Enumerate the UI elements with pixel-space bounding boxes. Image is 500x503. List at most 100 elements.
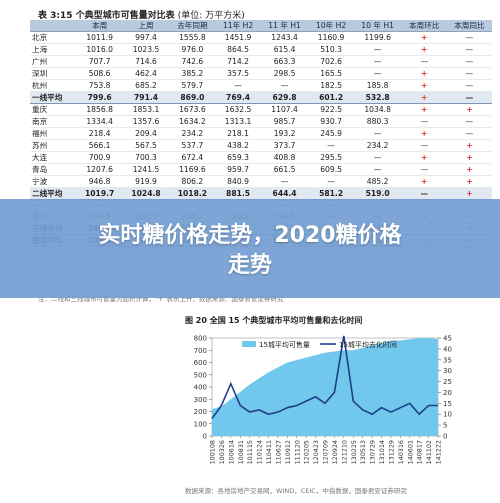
- value-cell: 880.3: [353, 115, 402, 128]
- value-cell: 922.5: [308, 103, 354, 116]
- value-cell: 629.8: [260, 91, 309, 104]
- value-cell: 1313.1: [215, 115, 261, 128]
- value-cell: 1019.7: [76, 187, 123, 200]
- table-summary-row: 一线平均 799.6 791.4 869.0 769.4 629.8 601.2 532.8 +…: [30, 91, 492, 104]
- value-cell: 1199.6: [353, 31, 402, 44]
- value-cell: 661.5: [260, 163, 309, 176]
- x-tick-label: 100614: [227, 440, 235, 464]
- table-header-cell: 本周同比: [446, 20, 492, 32]
- value-cell: 462.4: [122, 67, 170, 80]
- value-cell: 485.2: [353, 175, 402, 188]
- value-cell: 1107.4: [260, 103, 309, 116]
- value-cell: 295.5: [308, 151, 354, 164]
- y-left-tick-label: 400: [194, 384, 207, 392]
- table-header-cell: 本周环比: [401, 20, 447, 32]
- value-cell: 532.8: [353, 91, 402, 104]
- city-cell: 南京: [30, 115, 77, 128]
- table-header-cell: [30, 20, 77, 32]
- value-cell: 1357.6: [122, 115, 170, 128]
- value-cell: 685.2: [122, 79, 170, 92]
- city-cell: 一线平均: [30, 91, 77, 104]
- value-cell: —: [401, 187, 447, 200]
- table-unit: (单位: 万平方米): [177, 11, 245, 21]
- value-cell: 438.2: [215, 139, 261, 152]
- value-cell: 537.7: [169, 139, 216, 152]
- value-cell: 946.8: [76, 175, 123, 188]
- value-cell: 869.0: [169, 91, 216, 104]
- value-cell: +: [401, 127, 447, 140]
- value-cell: 985.7: [260, 115, 309, 128]
- x-tick-label: 121210: [340, 440, 348, 464]
- value-cell: 672.4: [169, 151, 216, 164]
- value-cell: 209.4: [122, 127, 170, 140]
- y-left-tick-label: 0: [203, 433, 207, 441]
- city-cell: 北京: [30, 31, 77, 44]
- value-cell: —: [260, 175, 309, 188]
- value-cell: 976.0: [169, 43, 216, 56]
- value-cell: 714.2: [215, 55, 261, 68]
- value-cell: 644.4: [260, 187, 309, 200]
- table-row: 青岛 1207.6 1241.5 1169.6 959.7 661.5 609.5— — +: [30, 163, 492, 176]
- table-header-cell: 去年同期: [169, 20, 216, 32]
- value-cell: 609.5: [308, 163, 354, 176]
- value-cell: —: [353, 163, 402, 176]
- value-cell: 997.4: [122, 31, 170, 44]
- value-cell: 218.1: [215, 127, 261, 140]
- value-cell: 791.4: [122, 91, 170, 104]
- value-cell: 1024.8: [122, 187, 170, 200]
- value-cell: 1243.4: [260, 31, 309, 44]
- value-cell: 567.5: [122, 139, 170, 152]
- x-tick-label: 120423: [312, 440, 320, 464]
- y-left-tick-label: 600: [194, 359, 207, 367]
- overlay-banner: [0, 199, 500, 298]
- value-cell: —: [308, 139, 354, 152]
- city-cell: 上海: [30, 43, 77, 56]
- value-cell: 700.3: [122, 151, 170, 164]
- city-cell: 青岛: [30, 163, 77, 176]
- x-tick-label: 140316: [397, 440, 405, 464]
- value-cell: —: [446, 55, 492, 68]
- value-cell: 659.3: [215, 151, 261, 164]
- value-cell: 193.2: [260, 127, 309, 140]
- value-cell: —: [353, 55, 402, 68]
- city-cell: 大连: [30, 151, 77, 164]
- value-cell: —: [446, 67, 492, 80]
- x-tick-label: 131014: [378, 440, 386, 464]
- y-right-tick-label: 30: [443, 367, 452, 375]
- table-title: 表 3:15 个典型城市可售量对比表 (单位: 万平方米): [38, 8, 245, 21]
- city-cell: 二线平均: [30, 187, 77, 200]
- table-header-row: 本周 上周 去年同期 11年 H2 11 年 H1 10年 H2 10 年 H1 本周环比 本周…: [30, 20, 492, 32]
- banner-title-line1: 实时糖价格走势，2020糖价格: [98, 223, 402, 248]
- value-cell: 702.6: [308, 55, 354, 68]
- value-cell: 799.6: [76, 91, 123, 104]
- value-cell: —: [260, 79, 309, 92]
- value-cell: 1169.6: [169, 163, 216, 176]
- banner-title-line2: 走势: [227, 253, 272, 278]
- table-row: 南京 1334.4 1357.6 1634.2 1313.1 985.7 930.7 880.…: [30, 115, 492, 128]
- x-tick-label: 110912: [284, 440, 292, 464]
- value-cell: 1334.4: [76, 115, 123, 128]
- table-row: 苏州 566.1 567.5 537.7 438.2 373.7—234.2— +: [30, 139, 492, 152]
- value-cell: 959.7: [215, 163, 261, 176]
- table-row: 杭州 753.8 685.2 579.7— —182.5 185.8 + —: [30, 79, 492, 92]
- value-cell: 1634.2: [169, 115, 216, 128]
- value-cell: —: [215, 79, 261, 92]
- value-cell: 769.4: [215, 91, 261, 104]
- value-cell: 881.5: [215, 187, 261, 200]
- x-tick-label: 120205: [303, 440, 311, 464]
- table-row: 大连 700.9 700.3 672.4 659.3 408.8 295.5— + +: [30, 151, 492, 164]
- banner-title: 实时糖价格走势，2020糖价格 走势: [20, 221, 480, 281]
- x-tick-label: 110124: [256, 440, 264, 464]
- value-cell: 1207.6: [76, 163, 123, 176]
- value-cell: +: [401, 67, 447, 80]
- value-cell: —: [446, 91, 492, 104]
- value-cell: —: [308, 175, 354, 188]
- table-row: 上海 1016.0 1023.5 976.0 864.5 615.4 510.3— + —: [30, 43, 492, 56]
- value-cell: +: [446, 151, 492, 164]
- x-tick-label: 101115: [246, 440, 254, 464]
- y-right-tick-label: 25: [443, 378, 452, 386]
- value-cell: 1451.9: [215, 31, 261, 44]
- value-cell: 663.3: [260, 55, 309, 68]
- table-header-cell: 上周: [122, 20, 170, 32]
- value-cell: +: [446, 103, 492, 116]
